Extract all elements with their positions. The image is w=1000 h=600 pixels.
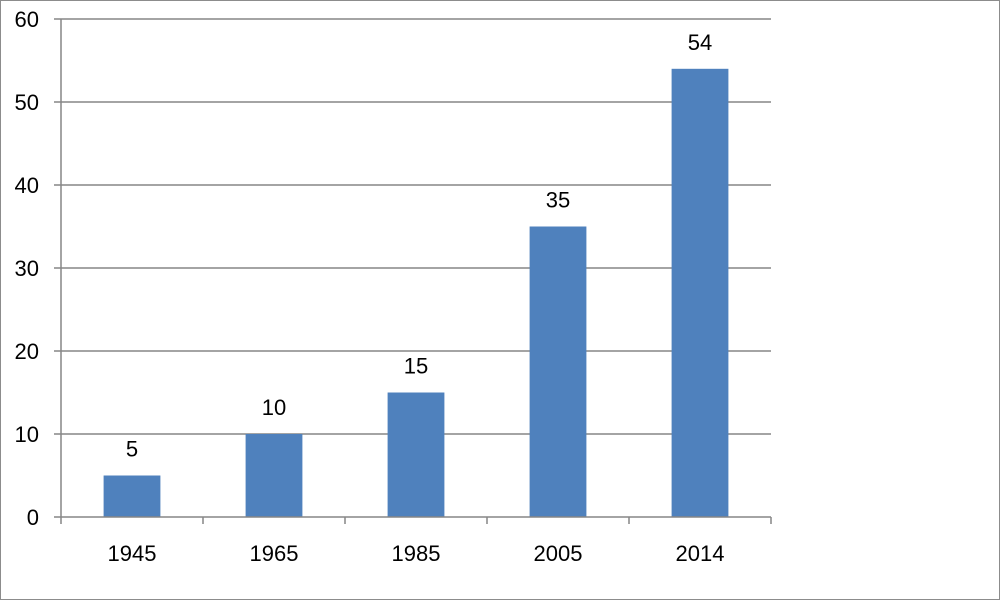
y-tick-label: 20: [15, 339, 39, 364]
y-tick-label: 60: [15, 7, 39, 32]
x-tick-label: 2014: [676, 541, 725, 566]
data-label-1945: 5: [126, 437, 138, 462]
y-tick-label: 50: [15, 90, 39, 115]
x-tick-label: 1945: [108, 541, 157, 566]
data-label-1985: 15: [404, 354, 428, 379]
data-label-2014: 54: [688, 30, 712, 55]
bars: [103, 68, 729, 518]
bar-1965: [245, 434, 303, 517]
y-tick-label: 30: [15, 256, 39, 281]
data-label-1965: 10: [262, 395, 286, 420]
x-tick-label: 1965: [250, 541, 299, 566]
x-tick-label: 2005: [534, 541, 583, 566]
bar-1945: [103, 475, 161, 517]
y-tick-label: 0: [27, 505, 39, 530]
y-tick-label: 40: [15, 173, 39, 198]
y-tick-label: 10: [15, 422, 39, 447]
axes: [54, 18, 772, 524]
gridlines: [61, 18, 771, 435]
bar-1985: [387, 392, 445, 517]
labels: 0 10 20 30 40 50 60 5 1945 10 1965 15 1985 35 2005 54 20…: [15, 7, 725, 566]
bar-2005: [529, 226, 587, 517]
data-label-2005: 35: [546, 188, 570, 213]
x-tick-label: 1985: [392, 541, 441, 566]
bar-2014: [671, 68, 729, 518]
